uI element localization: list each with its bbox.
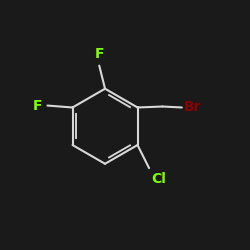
Text: Cl: Cl (151, 172, 166, 186)
Text: Br: Br (184, 100, 201, 114)
Text: F: F (33, 98, 43, 112)
Text: F: F (94, 47, 104, 61)
